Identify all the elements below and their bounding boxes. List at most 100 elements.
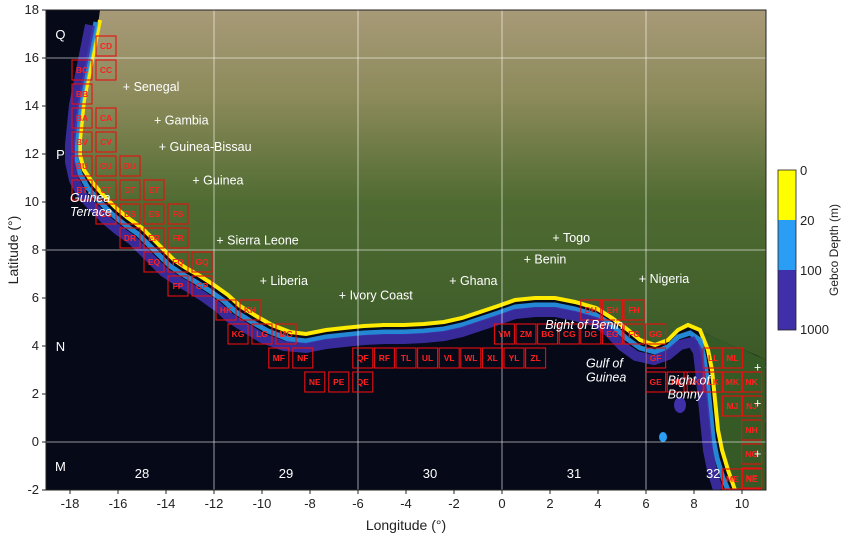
- grid-cell-label: CS: [100, 209, 112, 219]
- grid-cell: [71, 155, 93, 177]
- y-tick-label: 6: [32, 290, 39, 305]
- grid-cell: [702, 347, 724, 369]
- grid-cell: [741, 371, 763, 393]
- grid-cell: [143, 203, 165, 225]
- grid-cell: [558, 323, 580, 345]
- grid-cell: [191, 275, 213, 297]
- grid-cell-label: CD: [100, 41, 112, 51]
- grid-cell: [268, 347, 290, 369]
- grid-cell-label: GF: [650, 353, 662, 363]
- grid-cell: [191, 251, 213, 273]
- region-label: Terrace: [70, 205, 112, 219]
- grid-cell: [515, 323, 537, 345]
- grid-cell-label: ME: [726, 474, 739, 484]
- shelf-deep: [65, 24, 723, 490]
- x-tick-label: 8: [690, 496, 697, 511]
- lat-band-label: N: [56, 339, 65, 354]
- grid-cell-label: KK: [688, 377, 701, 387]
- country-label: + Gambia: [154, 113, 209, 127]
- grid-cell: [239, 299, 261, 321]
- grid-cells: CD BC CC BB BA CA BV CV BU CU DU BT CT DT ET CS DS ES FS DR…: [71, 35, 763, 490]
- lat-band-label: P: [56, 147, 65, 162]
- grid-cell: [95, 179, 117, 201]
- grid-cell: [438, 347, 460, 369]
- grid-cell: [167, 203, 189, 225]
- bioko-island: [674, 397, 686, 413]
- grid-cell: [623, 323, 645, 345]
- y-tick-label: 2: [32, 386, 39, 401]
- grid-cell: [601, 323, 623, 345]
- grid-cell-label: KG: [232, 329, 245, 339]
- grid-cell-label: FG: [628, 329, 640, 339]
- grid-cell-label: BU: [76, 161, 88, 171]
- grid-cell-label: GG: [649, 329, 663, 339]
- x-axis-label: Longitude (°): [366, 517, 446, 533]
- grid-cell-label: EH: [606, 305, 618, 315]
- grid-cell-label: DT: [124, 185, 136, 195]
- x-tick-label: -14: [157, 496, 176, 511]
- grid-cell: [460, 347, 482, 369]
- grid-cell-label: GQ: [195, 257, 209, 267]
- grid-cell-label: DG: [584, 329, 597, 339]
- region-label: Guinea: [70, 191, 110, 205]
- y-tick-label: 4: [32, 338, 39, 353]
- grid-cell: [645, 323, 667, 345]
- grid-cell: [251, 323, 273, 345]
- grid-cell: [683, 371, 705, 393]
- x-tick-label: -6: [352, 496, 364, 511]
- grid-cell-label: YL: [509, 353, 520, 363]
- grid-cell: [525, 347, 547, 369]
- grid-cell-label: ML: [726, 353, 738, 363]
- grid-cell: [71, 131, 93, 153]
- utm-zone-label: 32: [706, 466, 720, 481]
- grid-cell: [167, 227, 189, 249]
- grid-cell-label: FR: [172, 233, 183, 243]
- grid-cell-label: NE: [309, 377, 321, 387]
- grid-cell: [702, 371, 724, 393]
- utm-zone-label: 29: [279, 466, 293, 481]
- grid-cell-label: CC: [100, 65, 112, 75]
- grid-cell-label: ES: [148, 209, 160, 219]
- grid-cell-label: FS: [173, 209, 184, 219]
- utm-zone-label: 30: [423, 466, 437, 481]
- grid-cell-label: LG: [256, 329, 268, 339]
- colorbar-tick-1000: 1000: [800, 322, 829, 337]
- island-small: [659, 432, 667, 442]
- grid-cell: [721, 347, 743, 369]
- grid-cell-label: BA: [76, 113, 88, 123]
- country-label: + Equatorial: [754, 397, 821, 411]
- country-label: + Guinea-Bissau: [159, 140, 252, 154]
- grid-cell: [292, 347, 314, 369]
- grid-cell-label: NF: [746, 473, 757, 483]
- grid-cell-label: TL: [401, 353, 411, 363]
- x-tick-label: -4: [400, 496, 412, 511]
- grid-cell: [493, 323, 515, 345]
- grid-cell-label: CT: [100, 185, 112, 195]
- country-label: + Sierra Leone: [216, 233, 298, 247]
- grid-cell: [95, 155, 117, 177]
- grid-cell: [119, 227, 141, 249]
- grid-cell-label: EG: [606, 329, 619, 339]
- grid-cell: [503, 347, 525, 369]
- x-tick-label: 0: [498, 496, 505, 511]
- grid-cell-label: CU: [100, 161, 112, 171]
- grid-cell: [352, 371, 374, 393]
- grid-cell: [167, 251, 189, 273]
- grid-cell: [580, 299, 602, 321]
- grid-cell-label: QE: [357, 377, 370, 387]
- colorbar-tick-100: 100: [800, 263, 822, 278]
- grid-cell: [417, 347, 439, 369]
- grid-cell-label: DR: [124, 233, 136, 243]
- land-mass: [80, 10, 766, 360]
- grid-cell-label: BT: [76, 185, 88, 195]
- grid-cell-label: MK: [726, 377, 740, 387]
- x-tick-label: -8: [304, 496, 316, 511]
- grid-cell: [143, 251, 165, 273]
- grid-cell: [71, 107, 93, 129]
- grid-cell-label: GE: [649, 377, 662, 387]
- lat-band-label: Q: [55, 27, 65, 42]
- grid-cell-label: DH: [585, 305, 597, 315]
- region-label: Bight of Benin: [545, 318, 623, 332]
- country-label: + Liberia: [260, 274, 308, 288]
- colorbar-mid: [778, 220, 796, 270]
